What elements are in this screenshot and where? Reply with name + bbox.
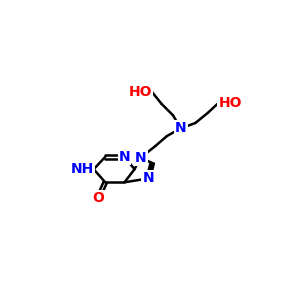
Text: NH: NH <box>70 162 94 176</box>
Text: N: N <box>175 122 187 135</box>
Text: N: N <box>142 172 154 185</box>
Text: N: N <box>119 150 130 164</box>
Text: HO: HO <box>218 96 242 110</box>
Text: O: O <box>92 191 104 205</box>
Text: HO: HO <box>129 85 152 99</box>
Text: N: N <box>135 151 146 165</box>
